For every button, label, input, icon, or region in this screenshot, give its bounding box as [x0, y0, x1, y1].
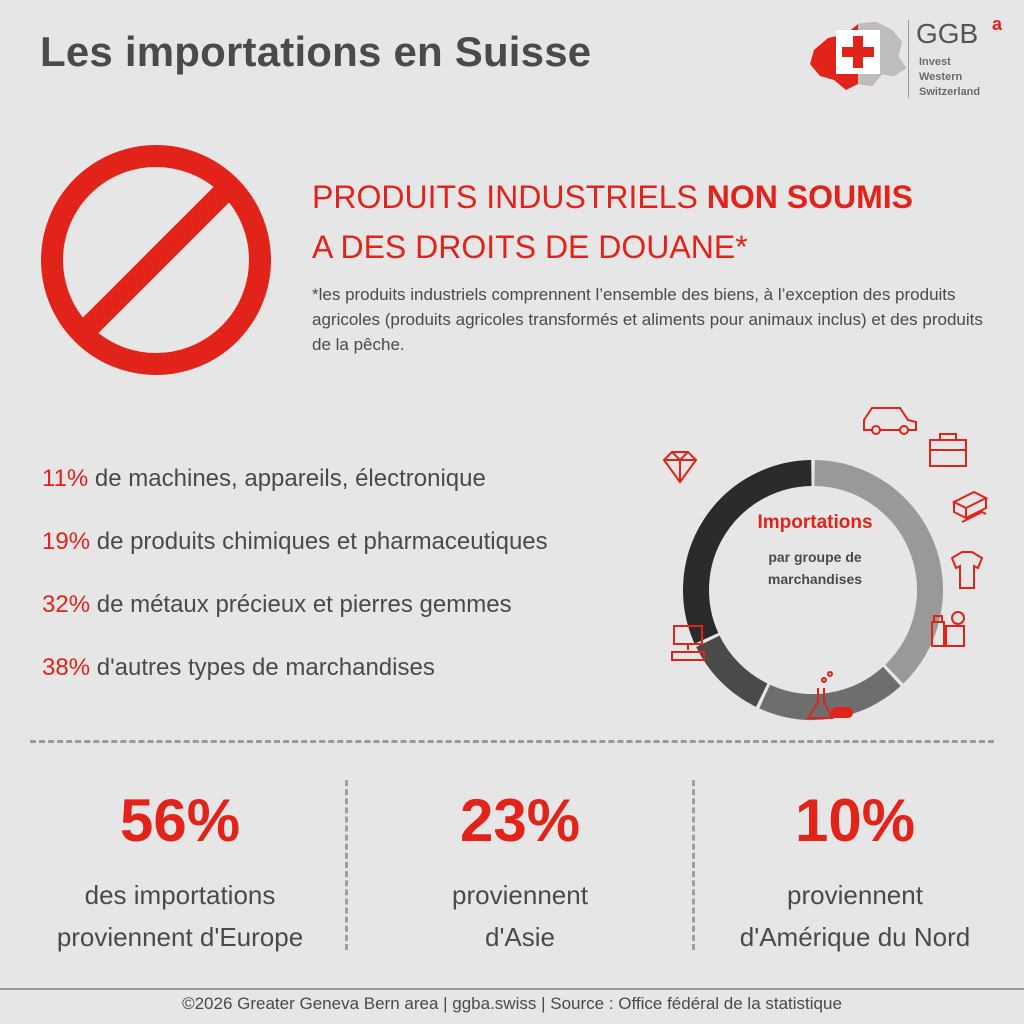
donut-title: Importations — [757, 512, 873, 533]
headline-part2: A DES DROITS DE DOUANE* — [312, 229, 748, 265]
headline-part1: PRODUITS INDUSTRIELS — [312, 179, 707, 215]
logo-divider — [908, 20, 909, 98]
logo-line-3: Switzerland — [919, 86, 981, 98]
stat-text: de machines, appareils, électronique — [88, 465, 486, 492]
stat-text: d'autres types de marchandises — [90, 654, 435, 681]
headline: PRODUITS INDUSTRIELS NON SOUMIS A DES DR… — [312, 172, 1002, 272]
metal-bars-icon — [951, 490, 989, 523]
footer-divider — [0, 988, 1024, 990]
region-pct-europe: 56% — [119, 787, 241, 854]
toolbox-icon — [929, 433, 967, 467]
stat-pct: 32% — [42, 591, 91, 618]
logo-line-1: Invest — [919, 56, 951, 68]
stat-text: de produits chimiques et pharmaceutiques — [90, 528, 548, 555]
clothing-icon — [950, 551, 984, 589]
footnote: *les produits industriels comprennent l’… — [312, 285, 983, 354]
car-icon — [863, 407, 917, 435]
stat-pct: 38% — [42, 654, 91, 681]
region-line1: proviennent — [787, 880, 923, 910]
region-line2: proviennent d'Europe — [56, 922, 304, 952]
logo-superscript: a — [992, 14, 1003, 34]
donut-slice — [759, 666, 901, 720]
dashed-divider — [30, 740, 994, 743]
stat-line-machines: 11% de machines, appareils, électronique — [42, 465, 486, 493]
region-pct-north-america: 10% — [794, 787, 916, 854]
vertical-divider — [692, 780, 695, 950]
stat-pct: 11% — [42, 465, 89, 492]
chemistry-icon — [806, 671, 853, 719]
vertical-divider — [345, 780, 348, 950]
stat-line-metals: 32% de métaux précieux et pierres gemmes — [42, 591, 512, 619]
logo-line-2: Western — [919, 71, 963, 83]
region-text-north-america: proviennent d'Amérique du Nord — [700, 874, 1010, 958]
region-line1: proviennent — [452, 880, 588, 910]
stat-line-chemicals: 19% de produits chimiques et pharmaceuti… — [42, 528, 548, 556]
donut-subtitle: par groupe de marchandises — [767, 549, 863, 587]
diamond-icon — [662, 451, 698, 484]
food-icon — [931, 611, 965, 647]
headline-bold: NON SOUMIS — [706, 179, 913, 215]
region-line2: d'Amérique du Nord — [739, 922, 971, 952]
donut-slice — [683, 460, 812, 644]
prohibition-icon — [41, 145, 271, 375]
donut-slice — [696, 635, 768, 707]
region-text-asia: proviennent d'Asie — [350, 874, 690, 958]
page-title: Les importations en Suisse — [40, 28, 592, 75]
donut-chart — [662, 407, 989, 720]
region-pct-asia: 23% — [459, 787, 581, 854]
region-text-europe: des importations proviennent d'Europe — [20, 874, 340, 958]
region-line1: des importations — [84, 880, 276, 910]
footer-credits: ©2026 Greater Geneva Bern area | ggba.sw… — [182, 994, 842, 1013]
donut-slice — [814, 460, 943, 684]
stat-pct: 19% — [42, 528, 91, 555]
computer-icon — [671, 625, 705, 661]
stat-text: de métaux précieux et pierres gemmes — [90, 591, 512, 618]
logo-switzerland-map-icon — [810, 22, 906, 90]
logo-brand: GGB — [916, 18, 979, 49]
stat-line-other: 38% d'autres types de marchandises — [42, 654, 435, 682]
region-line2: d'Asie — [484, 922, 555, 952]
